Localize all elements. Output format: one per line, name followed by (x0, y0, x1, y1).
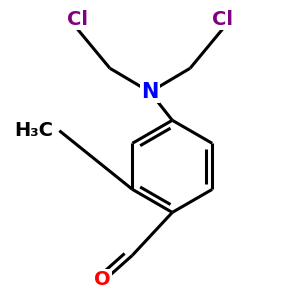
Text: Cl: Cl (212, 10, 233, 29)
Text: H: H (37, 121, 53, 140)
Text: N: N (141, 82, 159, 102)
Text: Cl: Cl (67, 10, 88, 29)
Text: H₃C: H₃C (14, 121, 53, 140)
Text: O: O (94, 270, 111, 289)
